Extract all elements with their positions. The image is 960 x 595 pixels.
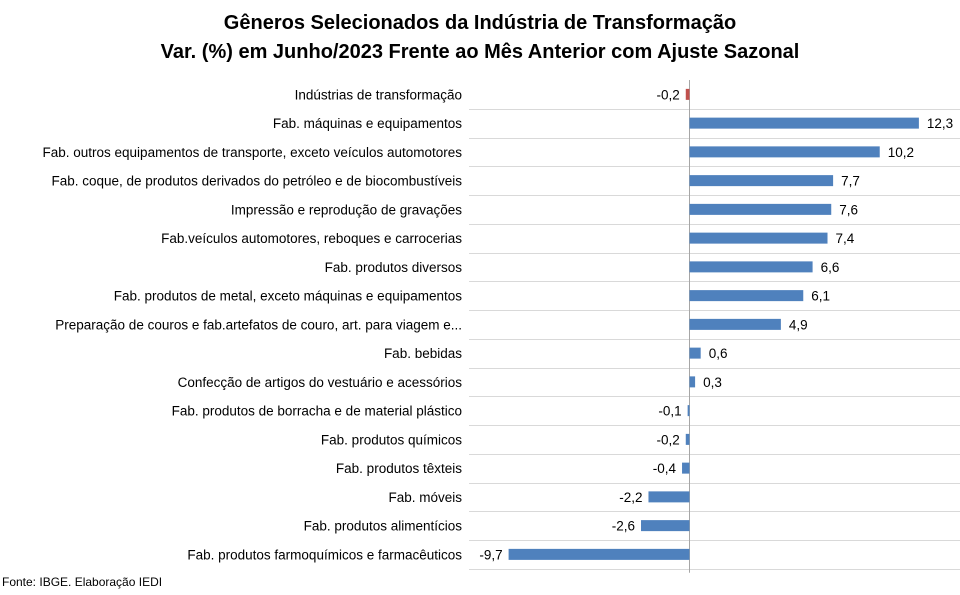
data-label: -0,2 (657, 432, 680, 447)
category-label: Fab. outros equipamentos de transporte, … (43, 145, 463, 160)
category-label: Fab. máquinas e equipamentos (273, 116, 462, 131)
data-label: 10,2 (888, 145, 914, 160)
data-label: -0,1 (658, 404, 681, 419)
bar (689, 232, 828, 244)
bar (685, 433, 690, 445)
data-label: -9,7 (479, 547, 502, 562)
category-label: Confecção de artigos do vestuário e aces… (178, 375, 463, 390)
data-label: 0,3 (703, 375, 722, 390)
bar (689, 347, 701, 359)
category-label: Fab. produtos químicos (321, 432, 462, 447)
data-label: 7,7 (841, 174, 860, 189)
category-label: Fab. produtos alimentícios (304, 519, 463, 534)
category-label: Fab. produtos farmoquímicos e farmacêuti… (187, 547, 462, 562)
bar (689, 203, 832, 215)
data-label: 4,9 (789, 317, 808, 332)
data-label: 12,3 (927, 116, 953, 131)
bar (689, 175, 834, 187)
bar (689, 376, 696, 388)
data-label: -2,6 (612, 519, 635, 534)
category-label: Fab. produtos de borracha e de material … (172, 404, 462, 419)
bar (685, 88, 690, 100)
source-footnote: Fonte: IBGE. Elaboração IEDI (2, 575, 163, 589)
category-label: Fab. coque, de produtos derivados do pet… (51, 174, 462, 189)
chart-title: Gêneros Selecionados da Indústria de Tra… (223, 12, 737, 34)
bar (641, 520, 690, 532)
data-label: 6,1 (811, 289, 830, 304)
bar (648, 491, 690, 503)
chart-subtitle: Var. (%) em Junho/2023 Frente ao Mês Ant… (160, 41, 800, 63)
category-label: Fab. produtos diversos (325, 260, 463, 275)
category-label: Fab. móveis (388, 490, 462, 505)
category-label: Impressão e reprodução de gravações (231, 202, 462, 217)
data-label: 7,6 (839, 202, 858, 217)
category-label: Fab. produtos de metal, exceto máquinas … (114, 289, 462, 304)
category-label: Indústrias de transformação (295, 87, 462, 102)
data-label: 0,6 (709, 346, 728, 361)
data-label: -0,2 (657, 87, 680, 102)
bar (689, 261, 813, 273)
bar (689, 318, 781, 330)
data-label: -2,2 (619, 490, 642, 505)
data-label: -0,4 (653, 461, 677, 476)
bar (508, 548, 690, 560)
bar (682, 462, 690, 474)
category-label: Fab. bebidas (384, 346, 462, 361)
data-label: 7,4 (836, 231, 855, 246)
category-label: Fab.veículos automotores, reboques e car… (161, 231, 462, 246)
bar (689, 146, 880, 158)
category-label: Fab. produtos têxteis (336, 461, 462, 476)
bar (687, 405, 690, 417)
data-label: 6,6 (821, 260, 840, 275)
bar (689, 290, 804, 302)
bar (689, 117, 919, 129)
category-label: Preparação de couros e fab.artefatos de … (55, 317, 462, 332)
